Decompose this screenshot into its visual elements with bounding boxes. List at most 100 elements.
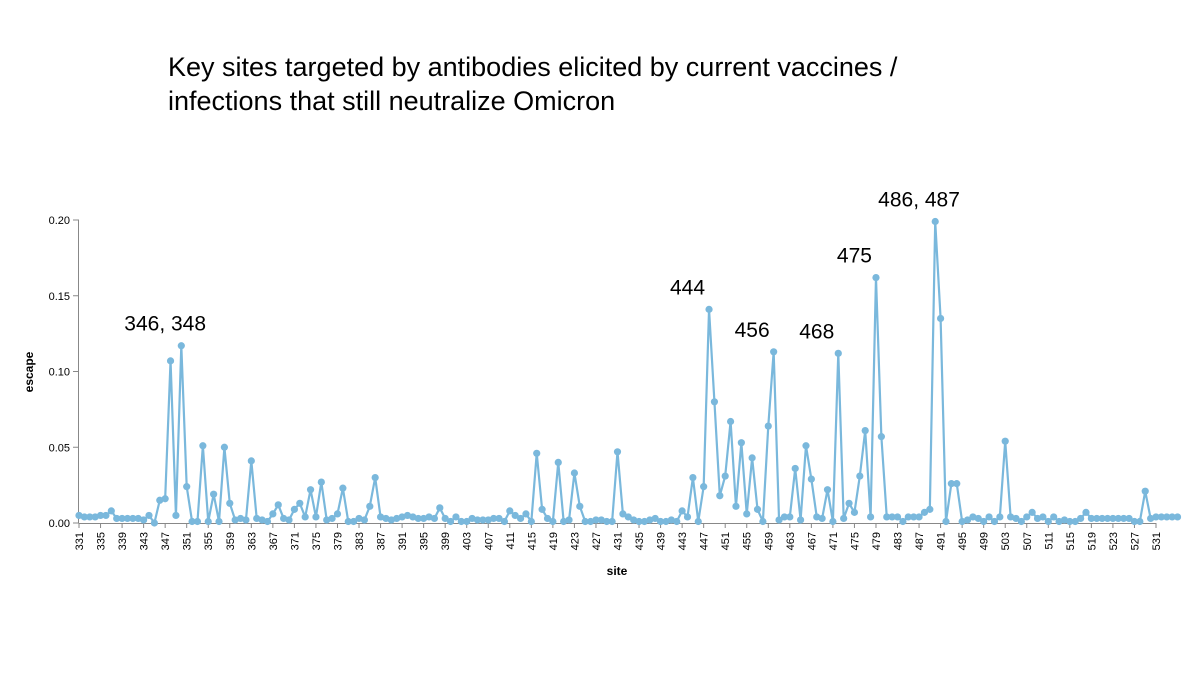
data-point-site-350 bbox=[177, 342, 185, 350]
data-point-site-355 bbox=[204, 517, 212, 526]
data-point-site-367 bbox=[269, 510, 277, 518]
data-point-site-431 bbox=[613, 448, 622, 456]
data-point-site-412 bbox=[511, 511, 519, 520]
data-point-site-349 bbox=[172, 511, 180, 520]
data-point-site-526 bbox=[1125, 514, 1133, 523]
data-point-site-472 bbox=[834, 349, 842, 357]
x-tick-label: 451 bbox=[720, 532, 732, 550]
x-tick-label: 339 bbox=[117, 532, 129, 550]
data-point-site-335 bbox=[96, 511, 105, 520]
data-point-site-496 bbox=[963, 516, 972, 524]
x-tick-label: 355 bbox=[203, 532, 215, 550]
data-point-site-353 bbox=[193, 517, 202, 526]
data-point-site-439 bbox=[656, 517, 665, 526]
data-point-site-398 bbox=[436, 504, 444, 512]
data-point-site-485 bbox=[904, 513, 912, 521]
data-point-site-403 bbox=[463, 517, 471, 526]
y-tick-label: 0.00 bbox=[49, 518, 70, 530]
data-point-site-488 bbox=[920, 508, 929, 516]
x-tick-label: 475 bbox=[849, 532, 861, 550]
data-point-site-351 bbox=[183, 483, 191, 491]
data-point-site-413 bbox=[516, 514, 525, 523]
data-point-site-422 bbox=[565, 516, 573, 524]
data-point-site-503 bbox=[1001, 437, 1009, 445]
data-point-site-374 bbox=[306, 486, 315, 494]
x-tick-label: 503 bbox=[1000, 532, 1012, 550]
data-point-site-360 bbox=[231, 516, 239, 524]
x-tick-label: 439 bbox=[656, 532, 668, 550]
data-point-site-474 bbox=[845, 499, 853, 507]
x-tick-label: 507 bbox=[1022, 532, 1034, 550]
data-point-site-527 bbox=[1130, 517, 1139, 526]
data-point-site-452 bbox=[726, 417, 735, 426]
data-point-site-522 bbox=[1103, 514, 1112, 523]
x-tick-label: 343 bbox=[139, 532, 151, 550]
data-point-site-427 bbox=[592, 516, 600, 524]
x-tick-label: 379 bbox=[332, 532, 344, 550]
data-point-site-482 bbox=[888, 513, 896, 521]
data-point-site-383 bbox=[355, 514, 363, 523]
data-point-site-368 bbox=[274, 501, 282, 509]
data-point-site-333 bbox=[86, 513, 94, 521]
peak-label: 475 bbox=[837, 245, 872, 268]
y-tick-label: 0.10 bbox=[49, 367, 70, 379]
data-point-site-467 bbox=[807, 475, 815, 483]
data-point-site-455 bbox=[743, 510, 751, 518]
series-line bbox=[78, 220, 1178, 525]
x-axis: 331 335 339 343 347 351 355 359 363 367 371 375 379 3… bbox=[74, 523, 1163, 550]
x-tick-label: 479 bbox=[871, 532, 883, 550]
data-point-site-500 bbox=[985, 513, 993, 521]
data-point-site-501 bbox=[990, 517, 999, 526]
data-point-site-487 bbox=[915, 513, 923, 521]
data-point-site-430 bbox=[608, 517, 616, 526]
data-point-site-507 bbox=[1023, 513, 1031, 521]
data-point-site-384 bbox=[360, 516, 369, 524]
data-point-site-519 bbox=[1087, 514, 1095, 523]
x-tick-label: 447 bbox=[699, 532, 711, 550]
x-tick-label: 435 bbox=[634, 532, 646, 550]
data-point-site-453 bbox=[732, 502, 740, 510]
x-tick-label: 471 bbox=[828, 532, 840, 550]
data-point-site-362 bbox=[242, 516, 250, 524]
data-point-site-524 bbox=[1114, 514, 1122, 523]
data-point-site-411 bbox=[506, 507, 514, 515]
data-point-site-483 bbox=[893, 513, 902, 521]
data-point-site-391 bbox=[398, 513, 406, 521]
y-tick-label: 0.20 bbox=[49, 215, 70, 227]
data-point-site-370 bbox=[285, 516, 293, 524]
x-tick-label: 375 bbox=[311, 532, 323, 550]
data-point-site-451 bbox=[721, 472, 729, 480]
data-point-site-371 bbox=[290, 505, 298, 513]
data-point-site-361 bbox=[236, 514, 245, 523]
data-point-site-419 bbox=[549, 517, 557, 526]
data-point-site-479 bbox=[872, 273, 880, 282]
data-point-site-489 bbox=[926, 505, 934, 513]
data-point-site-395 bbox=[420, 514, 428, 523]
x-tick-label: 351 bbox=[182, 532, 194, 550]
data-point-site-400 bbox=[446, 517, 455, 526]
data-point-site-466 bbox=[802, 442, 810, 450]
data-point-site-394 bbox=[414, 514, 422, 523]
data-point-site-437 bbox=[646, 516, 654, 524]
data-point-site-397 bbox=[430, 514, 439, 523]
data-point-site-463 bbox=[786, 513, 794, 521]
data-point-site-385 bbox=[366, 502, 374, 510]
peak-annotations: 346, 348 444 456 468 475 486, 487 bbox=[124, 189, 960, 344]
data-point-site-375 bbox=[312, 513, 320, 521]
x-tick-label: 427 bbox=[591, 532, 603, 550]
data-point-site-388 bbox=[382, 514, 390, 523]
data-point-site-491 bbox=[937, 314, 945, 323]
x-tick-label: 487 bbox=[914, 532, 926, 550]
escape-series bbox=[75, 217, 1182, 527]
x-tick-label: 431 bbox=[613, 532, 625, 550]
slide-title-line-1: Key sites targeted by antibodies elicite… bbox=[168, 52, 898, 82]
data-point-site-410 bbox=[500, 517, 509, 526]
x-tick-label: 367 bbox=[268, 532, 280, 550]
data-point-site-365 bbox=[258, 516, 266, 524]
data-point-site-481 bbox=[883, 513, 891, 521]
data-point-site-493 bbox=[947, 480, 955, 488]
peak-label: 486, 487 bbox=[878, 189, 960, 212]
data-point-site-529 bbox=[1141, 487, 1149, 495]
data-point-site-448 bbox=[705, 305, 713, 313]
